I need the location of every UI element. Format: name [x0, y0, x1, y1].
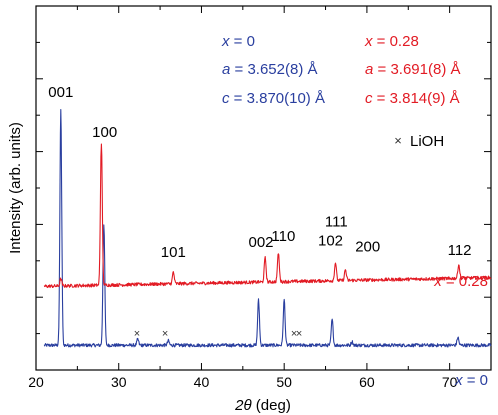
series-label-red: x = 0.28: [433, 273, 488, 290]
peak-label-200: 200: [355, 238, 380, 255]
lioh-marks: × × ××: [134, 328, 303, 340]
legend-lioh-mark: ×: [394, 133, 402, 148]
annotation-red: x = 0.28 a = 3.691(8) Å c = 3.814(9) Å: [364, 33, 460, 107]
peak-label-110: 110: [271, 228, 295, 245]
x-tick-label: 70: [442, 374, 458, 390]
annotation-red-line: c = 3.814(9) Å: [365, 90, 460, 107]
series-line-x028: [43, 143, 492, 289]
annotation-blue-line: x = 0: [221, 33, 255, 50]
x-tick-label: 50: [276, 374, 292, 390]
annotation-blue: x = 0 a = 3.652(8) Å c = 3.870(10) Å: [221, 33, 325, 107]
axis-ticks: [35, 6, 491, 370]
peak-label-001: 001: [48, 84, 73, 101]
x-axis-label: 2θ (deg): [234, 397, 291, 414]
peak-label-002: 002: [249, 234, 274, 251]
peak-label-111: 111: [325, 214, 348, 231]
series-line-x0: [43, 109, 492, 348]
x-tick-label: 60: [359, 374, 375, 390]
annotation-red-line: x = 0.28: [364, 33, 419, 50]
peak-label-112: 112: [448, 242, 472, 259]
x-tick-label: 40: [194, 374, 210, 390]
lioh-mark: ×: [134, 328, 140, 340]
lioh-mark: ×: [162, 328, 168, 340]
legend-lioh-label: LiOH: [410, 133, 444, 150]
x-tick-label: 30: [111, 374, 127, 390]
x-tick-labels: 20 30 40 50 60 70: [28, 374, 457, 390]
lioh-mark: ×: [291, 328, 297, 340]
x-axis-variable: 2θ: [234, 397, 251, 414]
annotation-blue-line: a = 3.652(8) Å: [222, 61, 317, 78]
x-tick-label: 20: [28, 374, 44, 390]
peak-label-101: 101: [161, 244, 186, 261]
y-axis-label: Intensity (arb. units): [7, 122, 24, 254]
annotation-red-line: a = 3.691(8) Å: [365, 61, 460, 78]
annotation-blue-line: c = 3.870(10) Å: [222, 90, 325, 107]
legend-lioh: × LiOH: [394, 133, 444, 150]
lioh-mark: ×: [296, 328, 302, 340]
peak-label-100: 100: [92, 124, 117, 141]
series-label-blue: x = 0: [454, 372, 488, 389]
x-axis-unit: (deg): [252, 397, 291, 414]
peak-label-102: 102: [318, 233, 343, 250]
traces: [43, 109, 492, 348]
